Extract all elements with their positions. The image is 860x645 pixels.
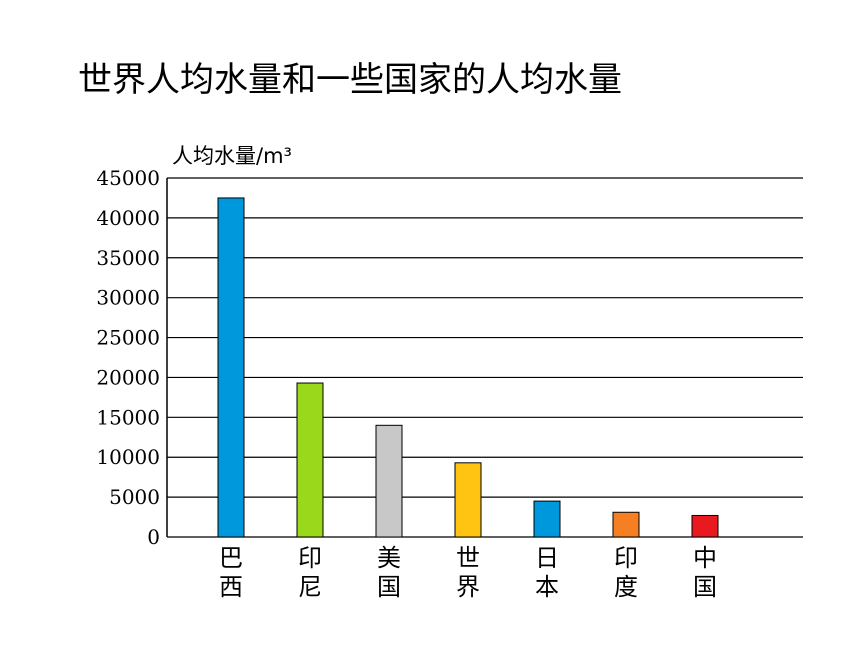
y-axis-ticks: 0 5000 10000 15000 20000 25000 30000 35000 40000… bbox=[96, 166, 160, 549]
y-tick-label: 5000 bbox=[109, 485, 160, 509]
x-category-label: 本 bbox=[535, 573, 559, 601]
y-tick-label: 20000 bbox=[96, 365, 160, 389]
x-category-label: 国 bbox=[693, 573, 717, 601]
gridlines bbox=[167, 177, 803, 538]
y-axis-label: 人均水量/m³ bbox=[172, 144, 292, 168]
y-tick-label: 15000 bbox=[96, 405, 160, 429]
bar bbox=[454, 462, 482, 538]
x-category-label: 度 bbox=[614, 573, 638, 601]
x-category-label: 尼 bbox=[298, 573, 322, 601]
bar bbox=[217, 197, 245, 538]
y-tick-label: 40000 bbox=[96, 206, 160, 230]
x-category-label: 西 bbox=[219, 573, 243, 601]
y-tick-label: 25000 bbox=[96, 326, 160, 350]
y-tick-label: 10000 bbox=[96, 445, 160, 469]
x-category-label: 中 bbox=[693, 544, 717, 572]
x-category-label: 界 bbox=[456, 573, 480, 601]
x-category-label: 巴 bbox=[219, 544, 243, 572]
y-tick-label: 35000 bbox=[96, 246, 160, 270]
bar bbox=[612, 511, 640, 538]
y-tick-label: 0 bbox=[147, 525, 160, 549]
y-tick-label: 30000 bbox=[96, 286, 160, 310]
x-category-label: 印 bbox=[614, 544, 638, 572]
x-category-label: 印 bbox=[298, 544, 322, 572]
y-tick-label: 45000 bbox=[96, 166, 160, 190]
bars bbox=[217, 197, 719, 538]
bar bbox=[375, 424, 403, 538]
x-category-label: 世 bbox=[456, 544, 480, 572]
bar bbox=[533, 500, 561, 538]
x-category-label: 美 bbox=[377, 544, 401, 572]
x-category-label: 日 bbox=[535, 544, 559, 572]
page-title: 世界人均水量和一些国家的人均水量 bbox=[78, 60, 622, 100]
x-category-label: 国 bbox=[377, 573, 401, 601]
bar bbox=[296, 382, 324, 538]
bar bbox=[691, 514, 719, 538]
